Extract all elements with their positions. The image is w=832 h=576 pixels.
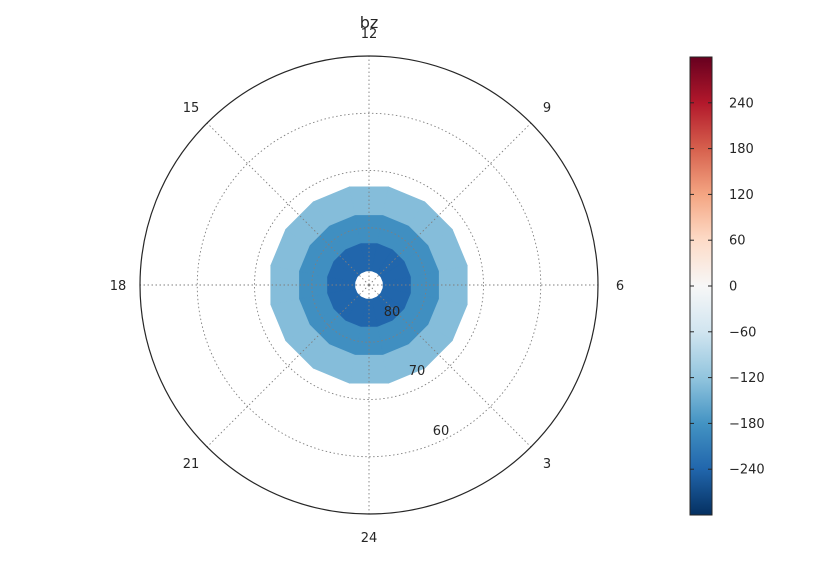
colorbar-tick-label: −60 [729,325,756,340]
grid-circle-30 [196,112,542,458]
colorbar-tick-label: 0 [729,280,737,295]
radial-label-60: 60 [433,424,450,439]
colorbar-tick-label: −240 [729,463,765,478]
grid-circle-20 [254,170,484,400]
colorbar-tick-label: 120 [729,188,754,203]
colorbar-tick-label: −180 [729,417,765,432]
colorbar-tick-label: 240 [729,96,754,111]
radial-label-70: 70 [409,364,426,379]
radial-label-80: 80 [384,305,401,320]
colorbar-ticks: −240 −180 −120 −60 0 60 120 180 240 [690,96,765,478]
chart-title: bz [360,13,379,32]
polar-frame [139,55,599,515]
theta-label-3: 3 [543,457,551,472]
theta-label-21: 21 [183,457,200,472]
theta-label-9: 9 [543,101,551,116]
theta-label-24: 24 [361,531,378,546]
theta-label-6: 6 [616,279,624,294]
heatmap-cells [270,186,468,384]
colorbar-tick-label: 60 [729,234,746,249]
theta-label-18: 18 [110,279,127,294]
theta-label-15: 15 [183,101,200,116]
theta-label-12: 12 [361,27,378,42]
colorbar-tick-label: 180 [729,142,754,157]
heatmap-cell-ring3-sector15 [428,228,468,272]
colorbar-tick-label: −120 [729,371,765,386]
polar-grid [140,56,598,514]
